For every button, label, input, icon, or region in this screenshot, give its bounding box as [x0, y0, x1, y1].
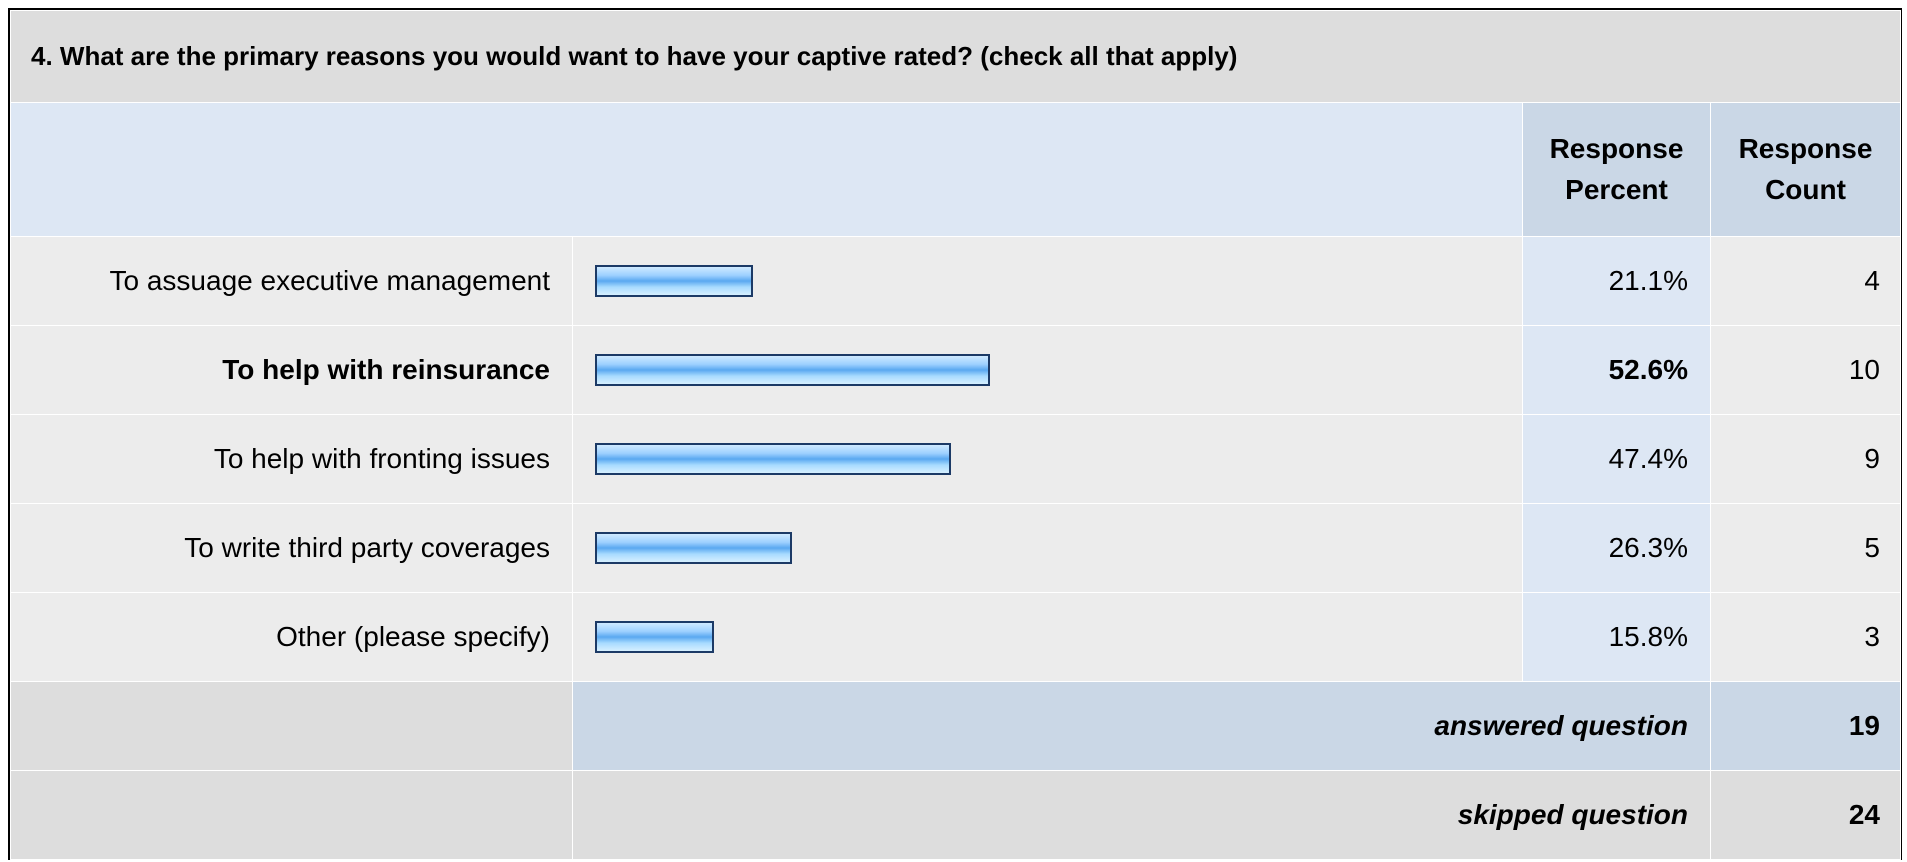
- table-row: To assuage executive management 21.1% 4: [10, 236, 1901, 326]
- results-table: 4. What are the primary reasons you woul…: [10, 10, 1901, 860]
- answer-label: To help with reinsurance: [10, 325, 573, 415]
- response-percent: 26.3%: [1522, 503, 1711, 593]
- response-count-header: Response Count: [1710, 102, 1901, 237]
- summary-spacer: [10, 681, 573, 771]
- response-count-header-line2: Count: [1765, 173, 1846, 205]
- response-count-header-line1: Response: [1738, 132, 1873, 164]
- response-percent-header: Response Percent: [1522, 102, 1711, 237]
- bar-cell: [572, 325, 1523, 415]
- answered-question-label: answered question: [572, 681, 1711, 771]
- header-spacer: [10, 102, 1523, 237]
- answered-summary-row: answered question 19: [10, 681, 1901, 771]
- table-row: Other (please specify) 15.8% 3: [10, 592, 1901, 682]
- response-bar: [595, 354, 990, 386]
- summary-spacer: [10, 770, 573, 860]
- answer-label: To help with fronting issues: [10, 414, 573, 504]
- response-count: 10: [1710, 325, 1901, 415]
- skipped-question-label: skipped question: [572, 770, 1711, 860]
- bar-cell: [572, 503, 1523, 593]
- table-row: To help with reinsurance 52.6% 10: [10, 325, 1901, 415]
- bar-cell: [572, 414, 1523, 504]
- response-bar: [595, 621, 714, 653]
- response-count: 9: [1710, 414, 1901, 504]
- table-row: To help with fronting issues 47.4% 9: [10, 414, 1901, 504]
- response-percent: 52.6%: [1522, 325, 1711, 415]
- response-bar: [595, 443, 951, 475]
- question-title: 4. What are the primary reasons you woul…: [10, 10, 1901, 103]
- response-percent: 21.1%: [1522, 236, 1711, 326]
- answer-label: To write third party coverages: [10, 503, 573, 593]
- skipped-summary-row: skipped question 24: [10, 770, 1901, 860]
- skipped-question-count: 24: [1710, 770, 1901, 860]
- response-count: 5: [1710, 503, 1901, 593]
- bar-cell: [572, 236, 1523, 326]
- answered-question-count: 19: [1710, 681, 1901, 771]
- table-row: To write third party coverages 26.3% 5: [10, 503, 1901, 593]
- response-percent-header-line1: Response: [1549, 132, 1684, 164]
- response-percent: 47.4%: [1522, 414, 1711, 504]
- answer-label: To assuage executive management: [10, 236, 573, 326]
- response-percent-header-line2: Percent: [1565, 173, 1668, 205]
- response-bar: [595, 532, 792, 564]
- response-percent: 15.8%: [1522, 592, 1711, 682]
- answer-label: Other (please specify): [10, 592, 573, 682]
- response-count: 4: [1710, 236, 1901, 326]
- survey-question-panel: 4. What are the primary reasons you woul…: [8, 8, 1902, 860]
- response-count: 3: [1710, 592, 1901, 682]
- response-bar: [595, 265, 753, 297]
- bar-cell: [572, 592, 1523, 682]
